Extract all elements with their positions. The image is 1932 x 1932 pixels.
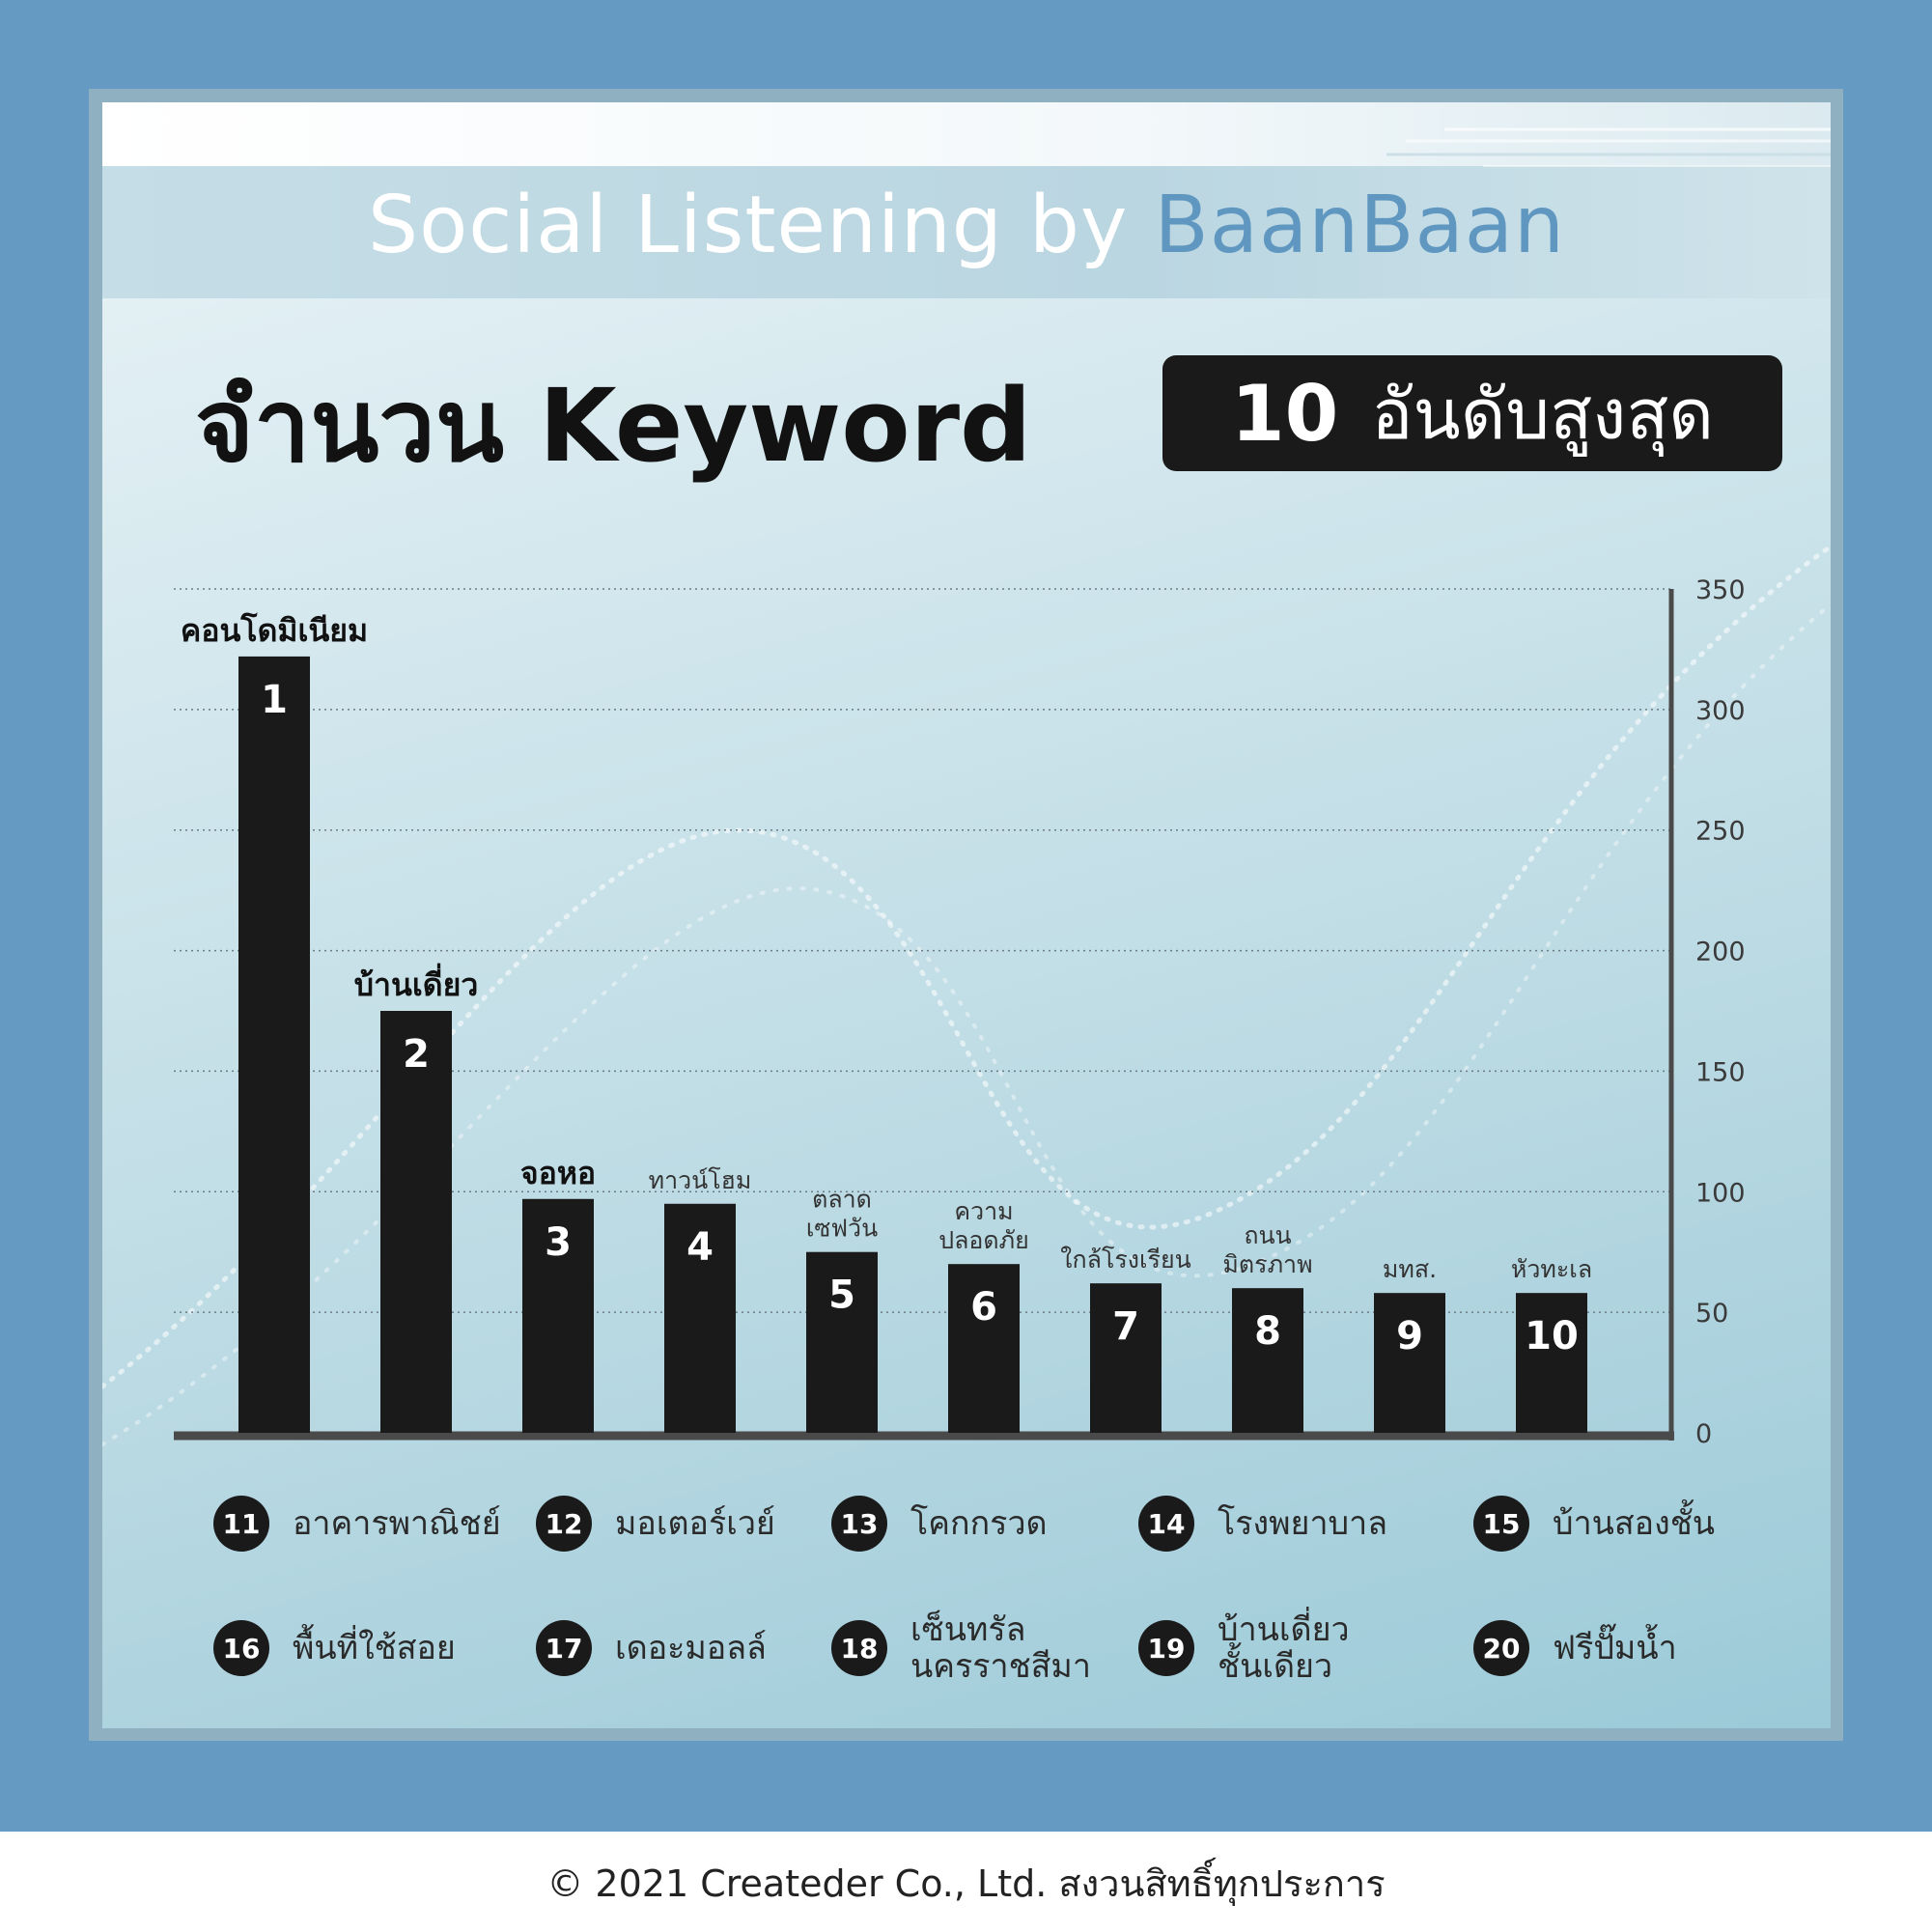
bar-rank-label: 10 xyxy=(1525,1314,1579,1358)
extra-keyword-rank: 14 xyxy=(1138,1496,1194,1552)
copyright: © 2021 Createder Co., Ltd. สงวนสิทธิ์ทุก… xyxy=(546,1862,1386,1905)
extra-keyword-label: เดอะมอลล์ xyxy=(615,1629,767,1667)
bar-rank-label: 3 xyxy=(545,1220,572,1265)
bar-rank-label: 6 xyxy=(970,1285,997,1330)
category-label: ตลาด xyxy=(812,1186,872,1214)
rank-badge-number: 10 xyxy=(1230,368,1339,459)
bar xyxy=(1516,1293,1587,1433)
rank-badge: 10 อันดับสูงสุด xyxy=(1162,355,1782,471)
infographic-panel: Social Listening by BaanBaan จำนวน Keywo… xyxy=(102,102,1831,1728)
extra-keyword-rank: 18 xyxy=(831,1620,887,1676)
bar xyxy=(806,1251,878,1433)
bar xyxy=(664,1203,736,1433)
category-label: เซฟวัน xyxy=(806,1215,878,1243)
bar-rank-label: 7 xyxy=(1112,1304,1139,1349)
bar-rank-label: 1 xyxy=(261,678,288,722)
rank-badge-text: อันดับสูงสุด xyxy=(1371,373,1715,455)
extra-keyword-item: 11 อาคารพาณิชย์ xyxy=(213,1493,501,1554)
extra-keywords-row-1: 11 อาคารพาณิชย์ 12 มอเตอร์เวย์ 13 โคกกรวด 14 โร… xyxy=(102,1493,1831,1599)
bar-rank-label: 5 xyxy=(828,1274,855,1318)
decorative-lines xyxy=(1386,127,1831,167)
extra-keyword-rank: 11 xyxy=(213,1496,269,1552)
extra-keyword-item: 16 พื้นที่ใช้สอย xyxy=(213,1605,456,1692)
bar-rank-label: 2 xyxy=(403,1032,430,1077)
bar-chart: 0 50 100 150 200 250 300 350 1 คอนโดมิเนียม 2 บ้านเ… xyxy=(102,544,1831,1449)
extra-keyword-item: 20 ฟรีปั๊มน้ำ xyxy=(1473,1605,1677,1692)
extra-keyword-rank: 17 xyxy=(536,1620,592,1676)
bar xyxy=(238,656,310,1433)
category-label: ถนน xyxy=(1244,1221,1291,1249)
extra-keyword-item: 12 มอเตอร์เวย์ xyxy=(536,1493,775,1554)
y-tick-label: 0 xyxy=(1695,1419,1712,1449)
extra-keyword-label: พื้นที่ใช้สอย xyxy=(293,1629,456,1667)
bar xyxy=(522,1198,594,1433)
y-tick-label: 250 xyxy=(1695,817,1746,847)
category-label: ความ xyxy=(954,1197,1013,1225)
y-tick-label: 300 xyxy=(1695,696,1746,726)
extra-keyword-label: บ้านเดี่ยว ชั้นเดียว xyxy=(1218,1610,1350,1686)
y-tick-label: 150 xyxy=(1695,1057,1746,1087)
extra-keyword-label: มอเตอร์เวย์ xyxy=(615,1504,775,1543)
header-title-prefix: Social Listening by xyxy=(368,180,1155,271)
extra-keyword-rank: 19 xyxy=(1138,1620,1194,1676)
y-tick-label: 200 xyxy=(1695,938,1746,967)
y-tick-label: 350 xyxy=(1695,575,1746,605)
extra-keyword-item: 17 เดอะมอลล์ xyxy=(536,1605,767,1692)
header-brand: BaanBaan xyxy=(1154,180,1565,271)
extra-keyword-item: 19 บ้านเดี่ยว ชั้นเดียว xyxy=(1138,1605,1350,1692)
main-heading: จำนวน Keyword xyxy=(195,367,1032,485)
decorative-wave xyxy=(102,602,1831,1446)
extra-keyword-rank: 16 xyxy=(213,1620,269,1676)
bar-rank-label: 8 xyxy=(1254,1309,1281,1354)
category-label: ทาวน์โฮม xyxy=(649,1166,752,1194)
category-label: คอนโดมิเนียม xyxy=(181,612,368,649)
extra-keyword-item: 13 โคกกรวด xyxy=(831,1493,1048,1554)
extra-keyword-rank: 15 xyxy=(1473,1496,1529,1552)
bar xyxy=(948,1264,1020,1433)
bar xyxy=(1090,1283,1162,1433)
extra-keyword-label: ฟรีปั๊มน้ำ xyxy=(1553,1629,1677,1667)
extra-keyword-item: 18 เซ็นทรัล นครราชสีมา xyxy=(831,1605,1091,1692)
extra-keyword-label: โรงพยาบาล xyxy=(1218,1504,1388,1543)
category-label: บ้านเดี่ยว xyxy=(354,963,479,1003)
bar xyxy=(1374,1293,1445,1433)
category-label: มทส. xyxy=(1383,1255,1437,1283)
extra-keyword-item: 14 โรงพยาบาล xyxy=(1138,1493,1387,1554)
y-tick-label: 100 xyxy=(1695,1178,1746,1208)
category-label: ใกล้โรงเรียน xyxy=(1060,1246,1190,1274)
category-label: จอหอ xyxy=(520,1155,596,1191)
bar xyxy=(1232,1288,1303,1433)
bar-rank-label: 4 xyxy=(686,1225,714,1270)
bar xyxy=(380,1011,452,1433)
extra-keyword-rank: 20 xyxy=(1473,1620,1529,1676)
extra-keyword-rank: 13 xyxy=(831,1496,887,1552)
category-label: หัวทะเล xyxy=(1511,1255,1592,1283)
extra-keyword-label: โคกกรวด xyxy=(910,1504,1048,1543)
extra-keyword-label: เซ็นทรัล นครราชสีมา xyxy=(910,1610,1091,1686)
category-label: ปลอดภัย xyxy=(938,1226,1029,1254)
extra-keyword-label: บ้านสองชั้น xyxy=(1553,1504,1716,1543)
bar-rank-label: 9 xyxy=(1396,1314,1423,1358)
category-label: มิตรภาพ xyxy=(1222,1250,1312,1278)
extra-keywords-row-2: 16 พื้นที่ใช้สอย 17 เดอะมอลล์ 18 เซ็นทรัล นคร… xyxy=(102,1605,1831,1711)
header-title: Social Listening by BaanBaan xyxy=(102,180,1831,271)
title-band xyxy=(102,166,1831,298)
decorative-wave xyxy=(102,544,1831,1389)
extra-keyword-item: 15 บ้านสองชั้น xyxy=(1473,1493,1715,1554)
extra-keyword-label: อาคารพาณิชย์ xyxy=(293,1504,501,1543)
extra-keyword-rank: 12 xyxy=(536,1496,592,1552)
y-tick-label: 50 xyxy=(1695,1299,1728,1329)
